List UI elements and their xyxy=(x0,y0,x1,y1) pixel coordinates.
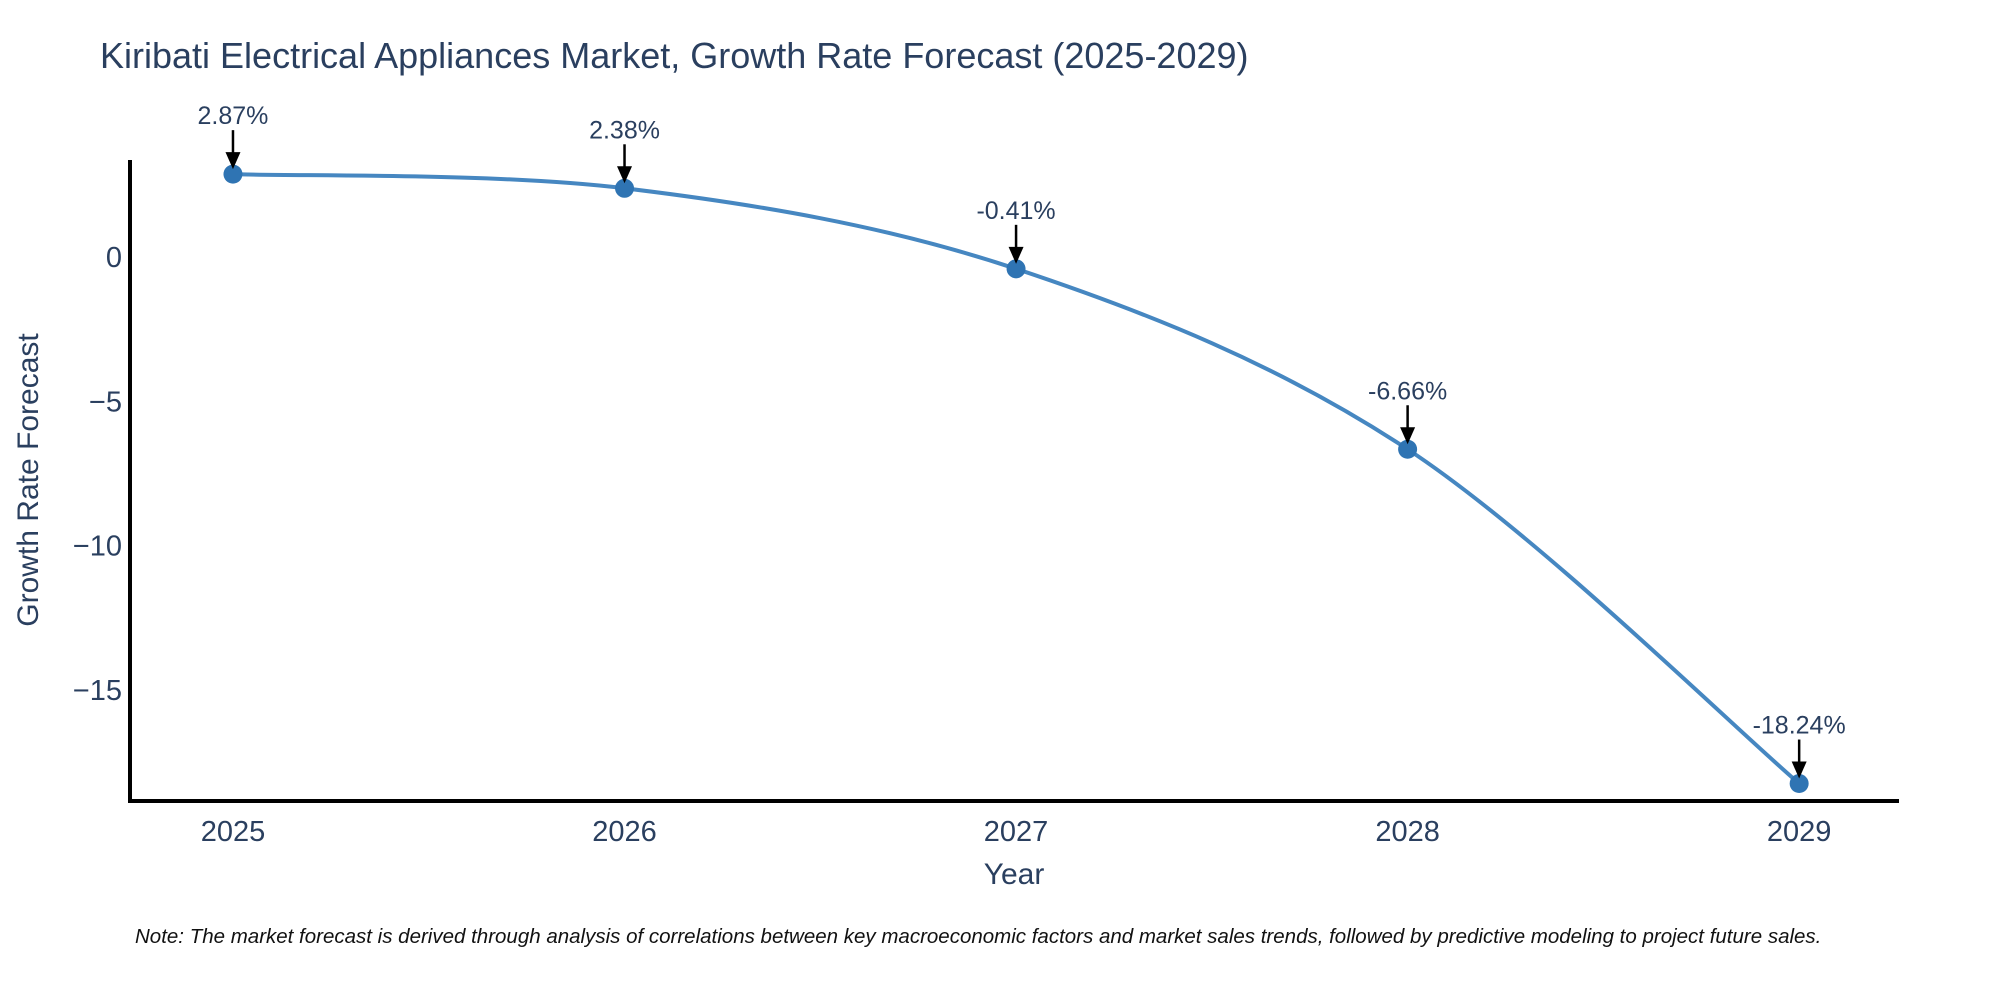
data-point[interactable] xyxy=(1789,774,1809,794)
y-axis-label: Growth Rate Forecast xyxy=(12,333,45,627)
data-point[interactable] xyxy=(615,178,635,198)
x-tick-label: 2026 xyxy=(592,816,657,848)
note-text: Note: The market forecast is derived thr… xyxy=(135,925,1821,948)
data-point[interactable] xyxy=(223,164,243,184)
chart-title: Kiribati Electrical Appliances Market, G… xyxy=(100,35,1249,76)
y-axis-ticks: 0 −5 −10 −15 xyxy=(73,242,122,707)
x-tick-label: 2029 xyxy=(1767,816,1832,848)
annotation-label: -6.66% xyxy=(1368,377,1447,405)
y-tick-label: 0 xyxy=(106,242,122,274)
annotation-label: 2.87% xyxy=(198,102,269,130)
x-axis-ticks: 2025 2026 2027 2028 2029 xyxy=(201,816,1832,848)
annotation-label: -0.41% xyxy=(976,197,1055,225)
data-point[interactable] xyxy=(1006,259,1026,279)
y-tick-label: −5 xyxy=(89,386,122,418)
annotation-arrowhead xyxy=(617,166,633,184)
annotations: 2.87% 2.38% -0.41% -6.66% -18.24% xyxy=(198,102,1846,779)
x-tick-label: 2028 xyxy=(1375,816,1440,848)
x-axis-label: Year xyxy=(984,858,1045,891)
annotation-label: -18.24% xyxy=(1753,712,1846,740)
y-tick-label: −10 xyxy=(73,531,122,563)
y-tick-label: −15 xyxy=(73,675,122,707)
annotation-arrowhead xyxy=(1400,427,1416,445)
data-point[interactable] xyxy=(1398,439,1418,459)
annotation-arrowhead xyxy=(1791,761,1807,779)
data-points xyxy=(223,164,1809,794)
x-tick-label: 2025 xyxy=(201,816,266,848)
trend-line xyxy=(232,172,1801,786)
annotation-arrowhead xyxy=(225,152,241,170)
annotation-label: 2.38% xyxy=(589,116,660,144)
x-tick-label: 2027 xyxy=(984,816,1049,848)
annotation-arrowhead xyxy=(1008,246,1024,264)
